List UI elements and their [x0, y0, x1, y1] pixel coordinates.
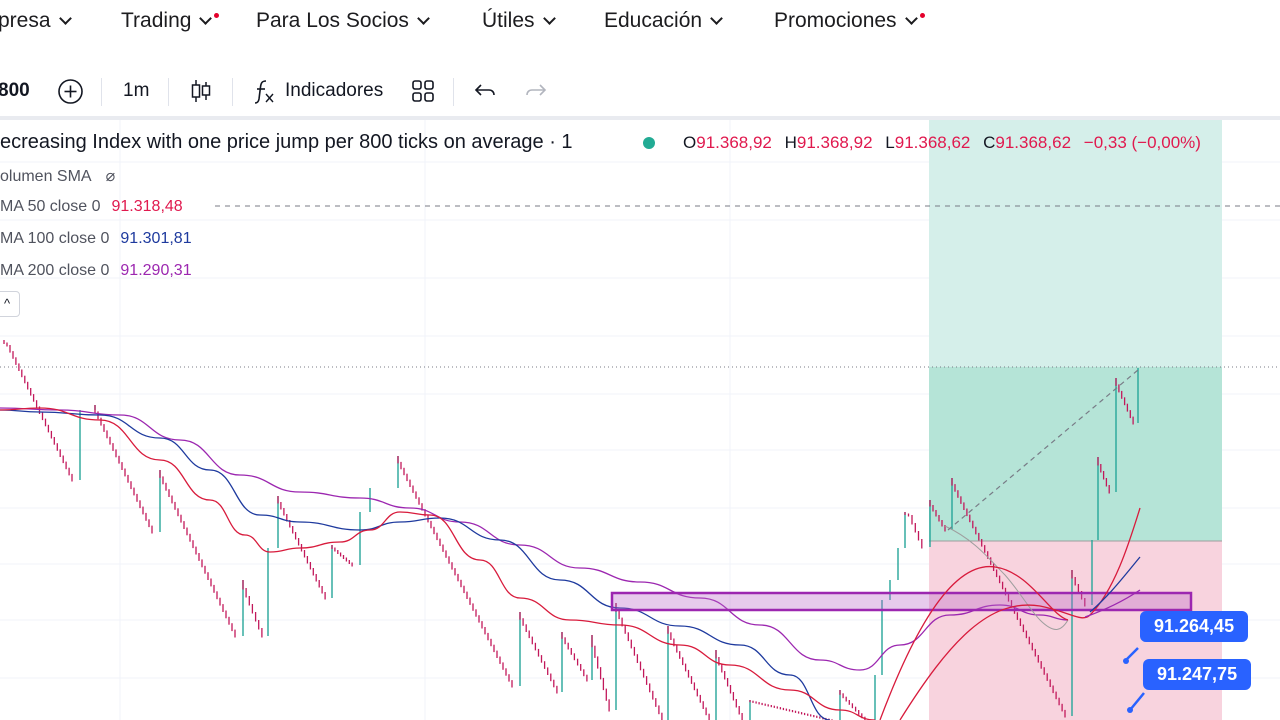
price-tag-leader-lower — [1129, 692, 1145, 711]
symbol-title[interactable]: ecreasing Index with one price jump per … — [0, 131, 573, 153]
redo-button[interactable] — [524, 68, 548, 114]
nav-item-trading[interactable]: Trading — [121, 9, 220, 33]
indicators-label: Indicadores — [285, 80, 384, 101]
chevron-down-icon — [199, 11, 213, 25]
toolbar-divider — [101, 78, 102, 106]
indicator-name: olumen SMA — [0, 168, 92, 185]
close-value: 91.368,62 — [995, 133, 1072, 152]
symbol-label: 800 — [0, 80, 30, 101]
nav-item-label: Para Los Socios — [256, 9, 409, 32]
compare-symbol-button[interactable] — [57, 68, 84, 114]
ohlc-values: O91.368,92 H91.368,92 L91.368,62 C91.368… — [683, 133, 1209, 153]
projection-purple-rise — [1084, 589, 1141, 618]
chart-top-border — [0, 116, 1280, 120]
change-value: −0,33 (−0,00%) — [1083, 133, 1201, 152]
ma50-line — [0, 407, 876, 720]
indicator-ma50[interactable]: MA 50 close 0 91.318,48 — [0, 198, 183, 216]
high-key: H — [784, 133, 797, 152]
notification-dot — [214, 13, 220, 18]
interval-button[interactable]: 1m — [123, 68, 149, 114]
indicator-volume-sma[interactable]: olumen SMA ⌀ — [0, 166, 115, 186]
projection-red-curve — [879, 566, 1069, 720]
nav-item-utiles[interactable]: Útiles — [482, 9, 556, 33]
chevron-down-icon — [710, 11, 723, 25]
indicator-value: 91.290,31 — [120, 262, 192, 279]
close-key: C — [983, 133, 996, 152]
projection-blue-rise — [1089, 556, 1141, 613]
market-status-dot[interactable] — [643, 137, 655, 149]
legend-collapse-button[interactable]: ^ — [0, 291, 20, 317]
top-navigation: presa Trading Para Los Socios Útiles Edu… — [0, 0, 1280, 46]
undo-icon — [474, 84, 495, 96]
target-zone-upper[interactable] — [929, 120, 1222, 367]
target-zone[interactable] — [929, 367, 1222, 541]
price-tag-anchor-upper — [1123, 658, 1129, 664]
nav-item-label: Promociones — [774, 9, 897, 32]
redo-icon — [526, 84, 547, 96]
notification-dot — [919, 13, 925, 18]
indicator-value: ⌀ — [105, 168, 116, 185]
chevron-down-icon — [417, 11, 430, 25]
nav-item-educacion[interactable]: Educación — [604, 9, 723, 33]
nav-item-empresa[interactable]: presa — [0, 9, 72, 33]
symbol-search-button[interactable]: 800 — [0, 68, 30, 114]
toolbar-divider — [232, 78, 233, 106]
price-tag-anchor-lower — [1127, 707, 1133, 713]
interval-label: 1m — [123, 80, 150, 101]
indicator-name: MA 200 close 0 — [0, 262, 110, 279]
indicator-value: 91.318,48 — [111, 198, 183, 215]
high-value: 91.368,92 — [796, 133, 873, 152]
grid-icon — [412, 80, 434, 102]
nav-item-label: Útiles — [482, 9, 535, 32]
low-value: 91.368,62 — [894, 133, 971, 152]
highlight-zone-box[interactable] — [610, 591, 1193, 612]
ghost-line — [944, 525, 1069, 630]
layouts-button[interactable] — [411, 68, 435, 114]
nav-item-para-los-socios[interactable]: Para Los Socios — [256, 9, 430, 33]
indicator-ma200[interactable]: MA 200 close 0 91.290,31 — [0, 262, 192, 280]
nav-item-promociones[interactable]: Promociones — [774, 9, 925, 33]
nav-item-label: Educación — [604, 9, 703, 32]
open-key: O — [683, 133, 697, 152]
price-chart[interactable] — [0, 120, 1280, 720]
indicator-value: 91.301,81 — [120, 230, 192, 247]
undo-button[interactable] — [473, 68, 497, 114]
indicator-ma100[interactable]: MA 100 close 0 91.301,81 — [0, 230, 192, 248]
nav-item-label: Trading — [121, 9, 192, 32]
open-value: 91.368,92 — [696, 133, 772, 152]
toolbar-divider — [168, 78, 169, 106]
ma200-line — [0, 407, 1069, 671]
indicator-name: MA 50 close 0 — [0, 198, 101, 215]
chart-toolbar: 800 1m Indicadores — [0, 68, 1280, 114]
price-tag-leader-upper — [1125, 647, 1139, 661]
price-label-lower[interactable]: 91.247,75 — [1143, 659, 1252, 690]
fx-icon — [254, 80, 274, 104]
price-label-upper[interactable]: 91.264,45 — [1140, 611, 1249, 642]
toolbar-divider — [453, 78, 454, 106]
chevron-up-icon: ^ — [3, 296, 11, 311]
chevron-down-icon — [904, 11, 918, 25]
plus-circle-icon — [58, 78, 83, 104]
indicators-button[interactable]: Indicadores — [252, 68, 383, 114]
indicator-name: MA 100 close 0 — [0, 230, 110, 247]
chart-type-button[interactable] — [189, 68, 213, 114]
candles-icon — [191, 80, 211, 102]
nav-item-label: presa — [0, 9, 51, 32]
projection-red-rise — [899, 507, 1141, 720]
ma100-line — [0, 409, 831, 720]
low-key: L — [885, 133, 895, 152]
chevron-down-icon — [542, 11, 556, 25]
chevron-down-icon — [58, 11, 72, 25]
